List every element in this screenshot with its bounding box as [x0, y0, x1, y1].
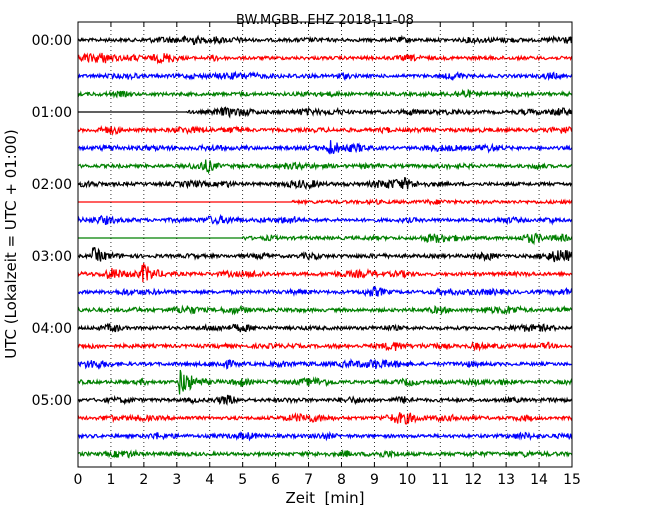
y-tick-label: 03:00 [32, 249, 72, 265]
x-tick-label: 12 [464, 472, 482, 488]
seismogram-trace-0100 [78, 106, 573, 119]
x-tick-label: 3 [172, 472, 181, 488]
y-axis: 00:00 01:00 02:00 03:00 04:00 05:00 [32, 33, 572, 409]
seismogram-trace-0500 [78, 394, 573, 406]
x-tick-label: 7 [304, 472, 313, 488]
seismogram-trace-0415 [77, 340, 573, 352]
seismogram-trace-0130 [77, 140, 573, 155]
seismogram-trace-0145 [77, 159, 573, 175]
seismogram-trace-0230 [77, 213, 573, 226]
seismogram-trace-0330 [77, 285, 573, 298]
y-tick-label: 02:00 [32, 177, 72, 193]
y-axis-label: UTC (Lokalzeit = UTC + 01:00) [2, 129, 20, 359]
seismogram-trace-0430 [77, 358, 573, 370]
seismogram-trace-0015 [78, 52, 573, 65]
seismogram-trace-0515 [77, 411, 573, 425]
x-axis: 0 1 2 3 4 5 6 7 8 9 10 11 12 13 14 15 [74, 22, 581, 488]
seismogram-trace-0200 [77, 177, 573, 191]
axes-frame [77, 21, 573, 468]
y-tick-label: 04:00 [32, 321, 72, 337]
seismogram-trace-0115 [77, 124, 573, 136]
x-tick-label: 6 [271, 472, 280, 488]
x-tick-label: 5 [238, 472, 247, 488]
x-tick-label: 9 [370, 472, 379, 488]
x-tick-label: 2 [139, 472, 148, 488]
seismogram-trace-0545 [77, 448, 573, 459]
x-tick-label: 15 [563, 472, 581, 488]
seismogram-trace-0045 [77, 88, 573, 99]
seismogram-trace-0345 [77, 304, 573, 316]
seismogram-trace-0030 [77, 70, 573, 82]
seismogram-trace-0245 [78, 232, 573, 246]
seismogram-trace-0445 [77, 369, 573, 395]
seismogram-trace-0300 [77, 246, 573, 263]
seismogram-trace-0215 [78, 198, 573, 206]
x-tick-label: 11 [431, 472, 449, 488]
y-tick-label: 00:00 [32, 33, 72, 49]
y-tick-label: 01:00 [32, 105, 72, 121]
y-tick-label: 05:00 [32, 393, 72, 409]
seismogram-trace-0000 [77, 34, 573, 46]
x-tick-label: 0 [74, 472, 83, 488]
x-tick-label: 4 [205, 472, 214, 488]
x-tick-label: 8 [337, 472, 346, 488]
seismogram-trace-0315 [77, 263, 573, 283]
chart-title: BW.MGBB..EHZ 2018-11-08 [236, 13, 414, 28]
x-tick-label: 10 [398, 472, 416, 488]
seismogram-trace-0400 [78, 322, 573, 333]
x-axis-label: Zeit [min] [285, 489, 364, 507]
x-tick-label: 1 [106, 472, 115, 488]
x-tick-label: 14 [530, 472, 548, 488]
traces-group [77, 34, 573, 459]
seismogram-trace-0530 [77, 430, 573, 442]
x-tick-label: 13 [497, 472, 515, 488]
